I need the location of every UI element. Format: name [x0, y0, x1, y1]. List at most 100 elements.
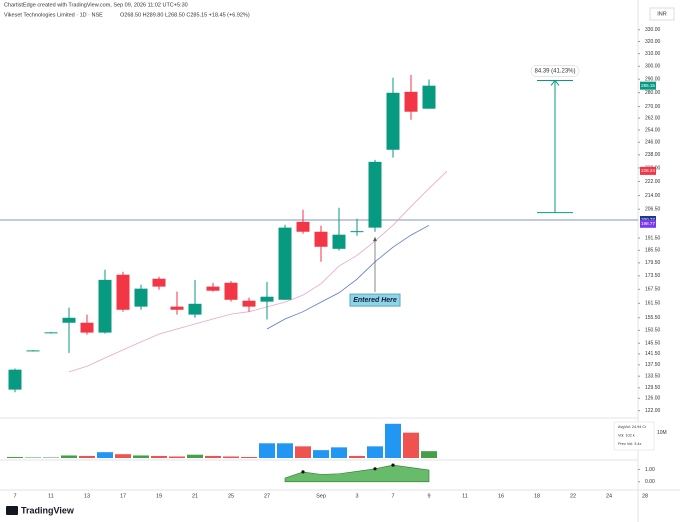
candle-body — [296, 221, 310, 232]
volume-bar — [205, 455, 221, 458]
currency: INR — [657, 11, 667, 17]
volume-tick-label: 10M — [657, 430, 667, 436]
y-tick-label: 222.00 — [645, 179, 661, 185]
candle-body — [422, 85, 436, 109]
volume-bar — [43, 457, 59, 458]
y-tick-label: 150.50 — [645, 328, 661, 334]
volume-bar — [277, 443, 293, 458]
x-tick-label: 7 — [391, 493, 394, 499]
x-tick-label: 17 — [120, 493, 126, 499]
price-tag — [640, 166, 656, 175]
x-tick-label: 22 — [570, 493, 576, 499]
volume-bar — [241, 456, 257, 458]
price-tag — [640, 219, 656, 228]
x-tick-label: 11 — [48, 493, 54, 499]
x-tick-label: 16 — [498, 493, 504, 499]
volume-bar — [313, 450, 329, 458]
candle-body — [152, 278, 166, 287]
measure-label-box — [530, 65, 580, 77]
y-tick-label: 161.50 — [645, 301, 661, 307]
volume-bar — [349, 455, 365, 458]
volume-legend: Vol: 102 k — [618, 434, 635, 438]
candle-body — [386, 92, 400, 150]
candle-body — [98, 279, 112, 333]
y-tick-label: 280.00 — [645, 90, 661, 96]
y-tick-label: 310.00 — [645, 51, 661, 57]
x-tick-label: 13 — [84, 493, 90, 499]
moving-average — [68, 171, 448, 373]
volume-bar — [79, 455, 95, 458]
y-tick-label: 206.50 — [645, 207, 661, 213]
y-tick-label: 155.50 — [645, 315, 661, 321]
candle-body — [224, 282, 238, 300]
y-tick-label: 141.50 — [645, 351, 661, 357]
y-tick-label: 126.00 — [645, 396, 661, 402]
indicator-tick-label: 1.00 — [645, 467, 655, 473]
candle-body — [170, 306, 184, 310]
y-tick-label: 129.50 — [645, 385, 661, 391]
y-tick-label: 185.50 — [645, 248, 661, 254]
y-tick-label: 262.00 — [645, 115, 661, 121]
candle-body — [206, 286, 220, 291]
x-tick-label: 9 — [427, 493, 430, 499]
chart-subtitle: O268.50 H289.80 L268.50 C285.15 +18.45 (… — [120, 12, 250, 18]
volume-legend-box — [613, 421, 655, 451]
indicator-dot — [391, 463, 395, 467]
entry-arrowhead — [373, 237, 377, 242]
candle-body — [404, 91, 418, 112]
candle-body — [278, 227, 292, 300]
y-tick-label: 214.00 — [645, 193, 661, 199]
indicator-dot — [301, 470, 305, 474]
candle-body — [62, 317, 76, 323]
price-tag-label: 200.77 — [641, 217, 655, 222]
volume-legend: AvgVol: 24.94 Cr — [618, 425, 647, 429]
y-tick-label: 145.50 — [645, 341, 661, 347]
x-tick-label: 27 — [264, 493, 270, 499]
volume-bar — [169, 456, 185, 458]
candle-body — [350, 231, 364, 233]
candle-body — [242, 300, 256, 307]
volume-bar — [7, 456, 23, 458]
y-tick-label: 238.00 — [645, 152, 661, 158]
x-tick-label: 18 — [534, 493, 540, 499]
y-tick-label: 320.00 — [645, 39, 661, 45]
volume-bar — [115, 454, 131, 458]
candle-body — [314, 231, 328, 247]
entry-label: Entered Here — [353, 297, 397, 304]
currency-box — [649, 7, 675, 21]
volume-bar — [385, 423, 401, 458]
volume-bar — [259, 443, 275, 458]
volume-bar — [331, 447, 347, 458]
moving-average — [266, 224, 430, 330]
candle-body — [332, 234, 346, 249]
measure-label: 84.39 (41.23%) — [534, 69, 575, 75]
x-tick-label: 11 — [462, 493, 468, 499]
y-tick-label: 246.00 — [645, 140, 661, 146]
x-tick-label: 7 — [13, 493, 16, 499]
volume-bar — [295, 446, 311, 458]
x-tick-label: 3 — [355, 493, 358, 499]
volume-bar — [223, 456, 239, 458]
candle-body — [134, 288, 148, 307]
y-tick-label: 191.50 — [645, 235, 661, 241]
price-tag-label: 198.77 — [641, 221, 655, 226]
y-tick-label: 167.50 — [645, 287, 661, 293]
x-tick-label: Sep — [316, 493, 326, 499]
candle-body — [8, 369, 22, 390]
price-tag — [640, 81, 656, 90]
volume-bar — [61, 455, 77, 458]
candle-body — [26, 350, 40, 352]
y-tick-label: 290.00 — [645, 77, 661, 83]
y-tick-label: 330.00 — [645, 27, 661, 33]
indicator-dot — [373, 467, 377, 471]
y-tick-label: 300.00 — [645, 64, 661, 70]
price-tag-label: 285.15 — [641, 83, 655, 88]
x-tick-label: 19 — [156, 493, 162, 499]
indicator-area — [284, 464, 430, 483]
candle-body — [44, 332, 58, 334]
volume-bar — [97, 452, 113, 458]
volume-legend: Prev Vol: 3.4x — [618, 442, 642, 446]
brand-name: TradingView — [21, 505, 75, 515]
credit: ChartistEdge created with TradingView.co… — [4, 2, 188, 8]
